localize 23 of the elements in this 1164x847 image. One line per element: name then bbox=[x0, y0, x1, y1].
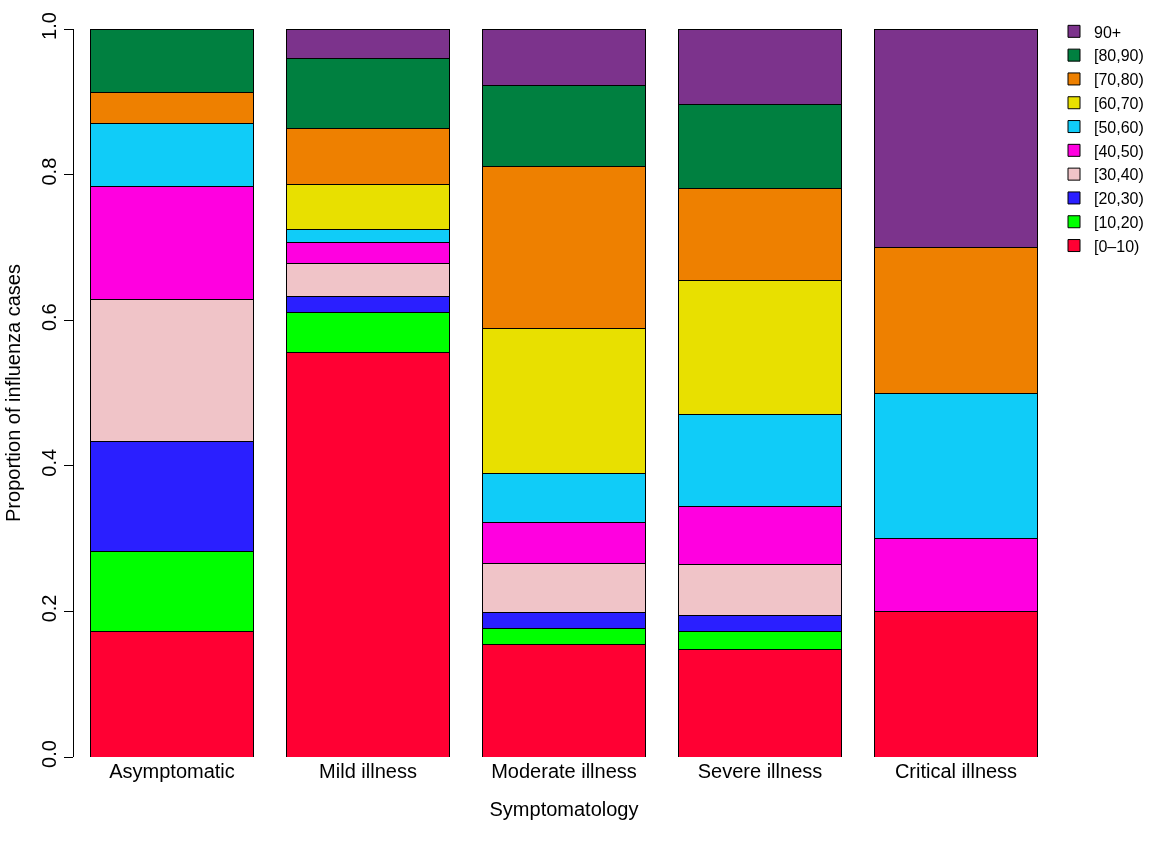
y-tick-label: 0.2 bbox=[38, 594, 60, 623]
x-tick-label: Moderate illness bbox=[491, 760, 637, 782]
x-tick-label: Mild illness bbox=[319, 760, 417, 782]
y-tick-label: 0.0 bbox=[38, 740, 60, 768]
legend-label: [30,40) bbox=[1094, 166, 1144, 184]
legend-label: [0–10) bbox=[1094, 237, 1140, 255]
legend-label: [40,50) bbox=[1094, 142, 1144, 160]
x-axis-title: Symptomatology bbox=[489, 797, 639, 820]
legend-label: [20,30) bbox=[1094, 190, 1144, 208]
x-tick-label: Severe illness bbox=[697, 760, 823, 782]
legend-label: [10,20) bbox=[1094, 213, 1144, 231]
legend-label: [70,80) bbox=[1094, 71, 1144, 89]
x-tick-label: Asymptomatic bbox=[109, 760, 235, 782]
y-tick-label: 1.0 bbox=[38, 12, 60, 40]
legend-label: 90+ bbox=[1094, 23, 1122, 41]
legend-label: [60,70) bbox=[1094, 94, 1144, 112]
y-axis-title: Proportion of influenza cases bbox=[1, 264, 24, 522]
y-tick-label: 0.4 bbox=[38, 448, 60, 477]
legend-label: [50,60) bbox=[1094, 118, 1144, 136]
y-tick-label: 0.8 bbox=[38, 157, 60, 186]
legend-label: [80,90) bbox=[1094, 47, 1144, 65]
y-tick-label: 0.6 bbox=[38, 303, 60, 332]
x-tick-label: Critical illness bbox=[894, 760, 1018, 782]
